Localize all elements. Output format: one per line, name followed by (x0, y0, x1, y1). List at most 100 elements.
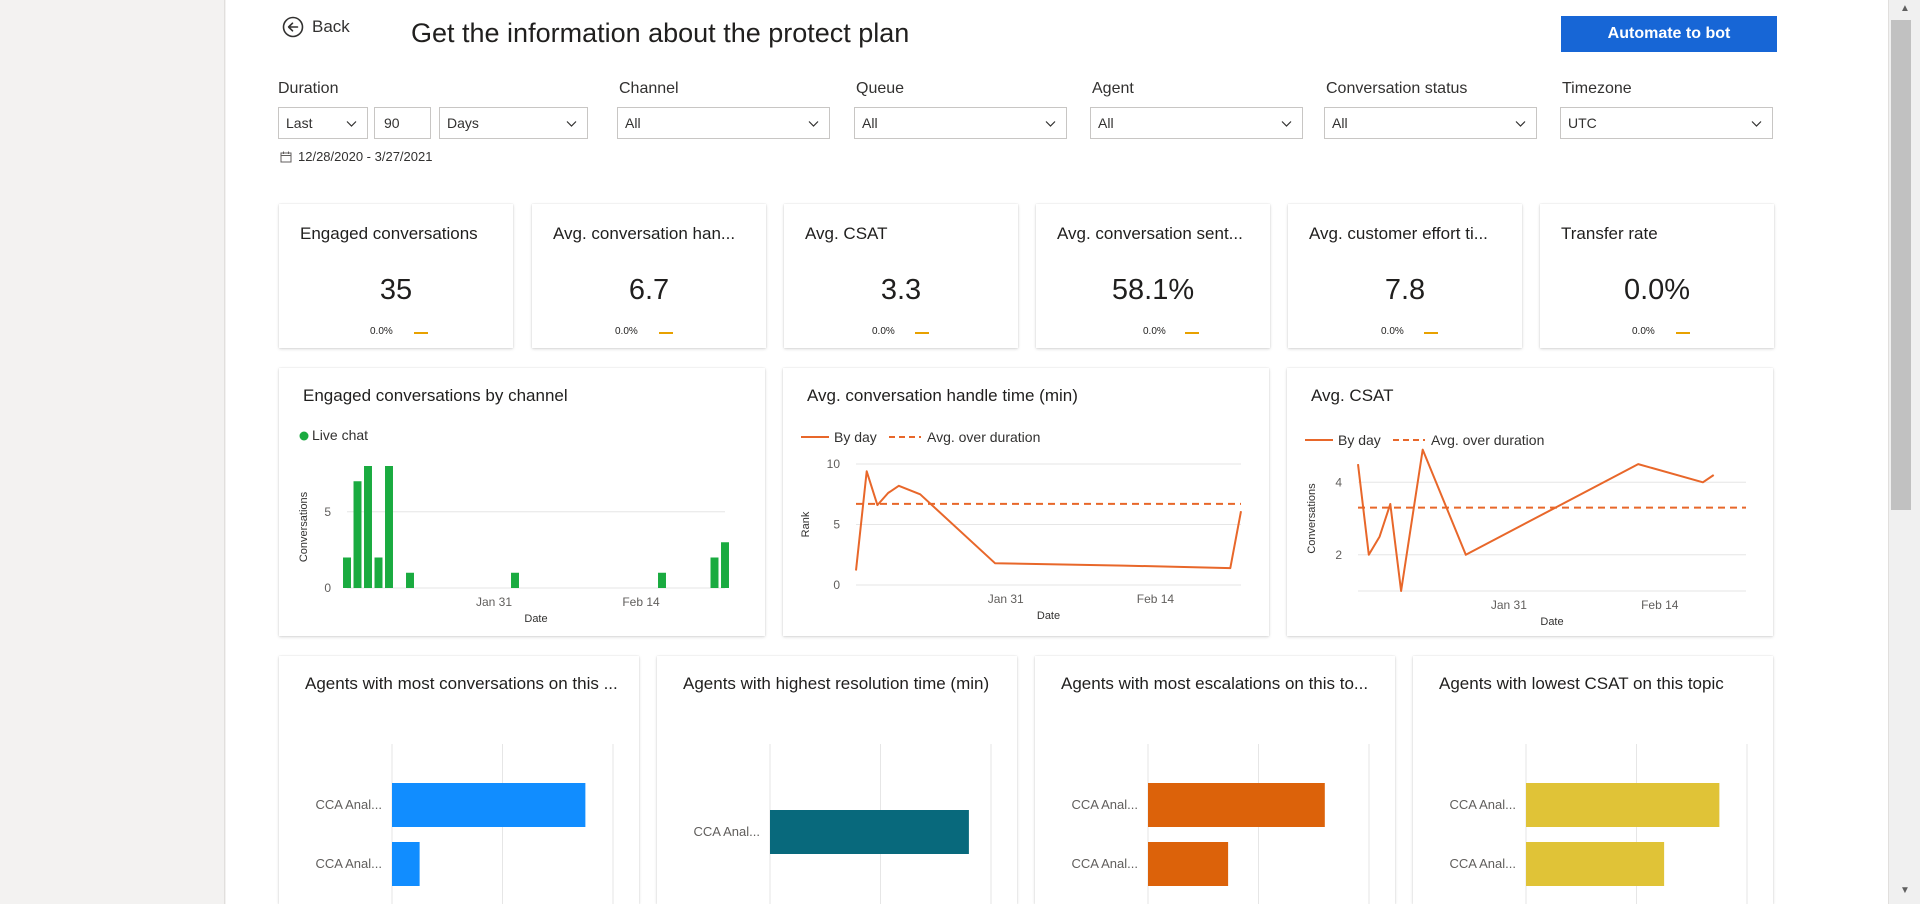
bar (343, 557, 351, 588)
bar (1148, 783, 1325, 827)
queue-select[interactable]: All (854, 107, 1067, 139)
timezone-select[interactable]: UTC (1560, 107, 1773, 139)
duration-mode-select[interactable]: Last (278, 107, 368, 139)
chevron-down-icon (1045, 121, 1056, 127)
x-axis-title: Date (1037, 610, 1060, 622)
kpi-delta: 0.0% (370, 326, 393, 337)
kpi-value: 0.0% (1623, 274, 1691, 306)
chevron-down-icon (346, 121, 357, 127)
avg-handle-time-chart: By day Avg. over duration 0 5 10 Jan 31 Feb 14… (800, 429, 1242, 622)
scroll-up-arrow-icon[interactable]: ▲ (1900, 3, 1910, 14)
vertical-scrollbar[interactable]: ▲ ▼ (1888, 0, 1920, 904)
x-tick-label: Feb 14 (1137, 592, 1175, 606)
chart-card-highest-resolution[interactable]: Agents with highest resolution time (min… (657, 656, 1017, 904)
bar (1148, 842, 1229, 886)
y-axis-title: Conversations (298, 491, 310, 562)
chart-title: Avg. conversation handle time (min) (807, 386, 1078, 405)
y-category-label: CCA Anal... (1450, 856, 1516, 871)
chart-title: Engaged conversations by channel (303, 386, 568, 405)
x-tick-label: Jan 31 (476, 595, 512, 609)
kpi-card-avg-sentiment[interactable]: Avg. conversation sent... 58.1% 0.0% (1036, 204, 1270, 348)
left-gutter (0, 0, 225, 904)
bar (658, 572, 666, 588)
legend-label: Avg. over duration (927, 429, 1040, 445)
trend-flat-icon (1185, 332, 1199, 334)
y-category-label: CCA Anal... (1072, 856, 1138, 871)
kpi-card-engaged-conversations[interactable]: Engaged conversations 35 0.0% (279, 204, 513, 348)
chevron-down-icon (1751, 121, 1762, 127)
engaged-by-channel-chart: Live chat 0 5 Jan 31 Feb 14 Date Conversations (298, 427, 729, 625)
timezone-value: UTC (1568, 115, 1597, 131)
y-tick-label: 0 (833, 578, 840, 592)
duration-label: Duration (278, 80, 339, 97)
agent-value: All (1098, 115, 1114, 131)
automate-to-bot-button[interactable]: Automate to bot (1561, 16, 1777, 52)
chart-card-most-escalations[interactable]: Agents with most escalations on this to.… (1035, 656, 1395, 904)
avg-csat-chart: By day Avg. over duration 2 4 Jan 31 Feb 14 Da… (1305, 432, 1746, 628)
conversation-status-select[interactable]: All (1324, 107, 1537, 139)
bar (710, 557, 719, 588)
kpi-card-transfer-rate[interactable]: Transfer rate 0.0% 0.0% (1540, 204, 1774, 348)
x-axis-title: Date (524, 613, 547, 625)
y-tick-label: 4 (1335, 475, 1342, 489)
kpi-value: 6.7 (628, 274, 670, 306)
agent-select[interactable]: All (1090, 107, 1303, 139)
chart-title: Agents with most conversations on this .… (305, 674, 618, 693)
kpi-title: Avg. conversation han... (553, 224, 736, 243)
bar (1526, 842, 1665, 886)
bar (364, 466, 372, 588)
kpi-card-avg-csat[interactable]: Avg. CSAT 3.3 0.0% (784, 204, 1018, 348)
channel-label: Channel (619, 80, 679, 97)
chart-card-avg-csat[interactable]: Avg. CSAT By day Avg. over duration 2 4 Jan … (1287, 368, 1773, 636)
queue-value: All (862, 115, 878, 131)
trend-flat-icon (414, 332, 428, 334)
chart-title: Agents with most escalations on this to.… (1061, 674, 1369, 693)
chart-card-most-conversations[interactable]: Agents with most conversations on this .… (279, 656, 639, 904)
kpi-title: Avg. CSAT (805, 224, 888, 243)
kpi-value: 3.3 (880, 274, 922, 306)
chart-card-lowest-csat[interactable]: Agents with lowest CSAT on this topic CC… (1413, 656, 1773, 904)
chevron-down-icon (1515, 121, 1526, 127)
agent-label: Agent (1092, 80, 1134, 97)
legend-label: Live chat (312, 427, 368, 443)
bar (353, 481, 362, 588)
y-tick-label: 5 (833, 518, 840, 532)
bar (392, 783, 586, 827)
y-tick-label: 10 (827, 457, 841, 471)
scrollbar-thumb[interactable] (1891, 20, 1911, 510)
bar (385, 466, 393, 588)
legend-label: Avg. over duration (1431, 432, 1544, 448)
legend-marker-live-chat (299, 431, 309, 441)
duration-count-input[interactable]: 90 (374, 107, 431, 139)
calendar-icon (280, 151, 292, 162)
kpi-delta: 0.0% (1143, 326, 1166, 337)
back-arrow-icon (282, 16, 304, 38)
kpi-title: Avg. conversation sent... (1057, 224, 1243, 243)
conversation-status-label: Conversation status (1326, 80, 1468, 97)
chart-title: Agents with highest resolution time (min… (683, 674, 990, 693)
kpi-title: Transfer rate (1561, 224, 1658, 243)
legend-label: By day (834, 429, 877, 445)
chevron-down-icon (1281, 121, 1292, 127)
y-category-label: CCA Anal... (1450, 797, 1516, 812)
scroll-down-arrow-icon[interactable]: ▼ (1900, 885, 1910, 896)
channel-select[interactable]: All (617, 107, 830, 139)
chevron-down-icon (808, 121, 819, 127)
y-axis-title: Conversations (1306, 483, 1318, 554)
kpi-title: Engaged conversations (300, 224, 478, 243)
y-tick-label: 2 (1335, 548, 1342, 562)
kpi-delta: 0.0% (615, 326, 638, 337)
kpi-value: 7.8 (1384, 274, 1426, 306)
series-line-by-day (1357, 448, 1715, 592)
kpi-card-avg-handle-time[interactable]: Avg. conversation han... 6.7 0.0% (532, 204, 766, 348)
duration-unit-select[interactable]: Days (439, 107, 588, 139)
back-button[interactable]: Back (282, 16, 350, 38)
y-tick-label: 0 (324, 581, 331, 595)
bar (406, 572, 414, 588)
chevron-down-icon (566, 121, 577, 127)
chart-card-avg-handle-time[interactable]: Avg. conversation handle time (min) By d… (783, 368, 1269, 636)
chart-card-engaged-by-channel[interactable]: Engaged conversations by channel Live ch… (279, 368, 765, 636)
kpi-card-avg-customer-effort[interactable]: Avg. customer effort ti... 7.8 0.0% (1288, 204, 1522, 348)
kpi-delta: 0.0% (1381, 326, 1404, 337)
kpi-value: 35 (379, 274, 413, 306)
